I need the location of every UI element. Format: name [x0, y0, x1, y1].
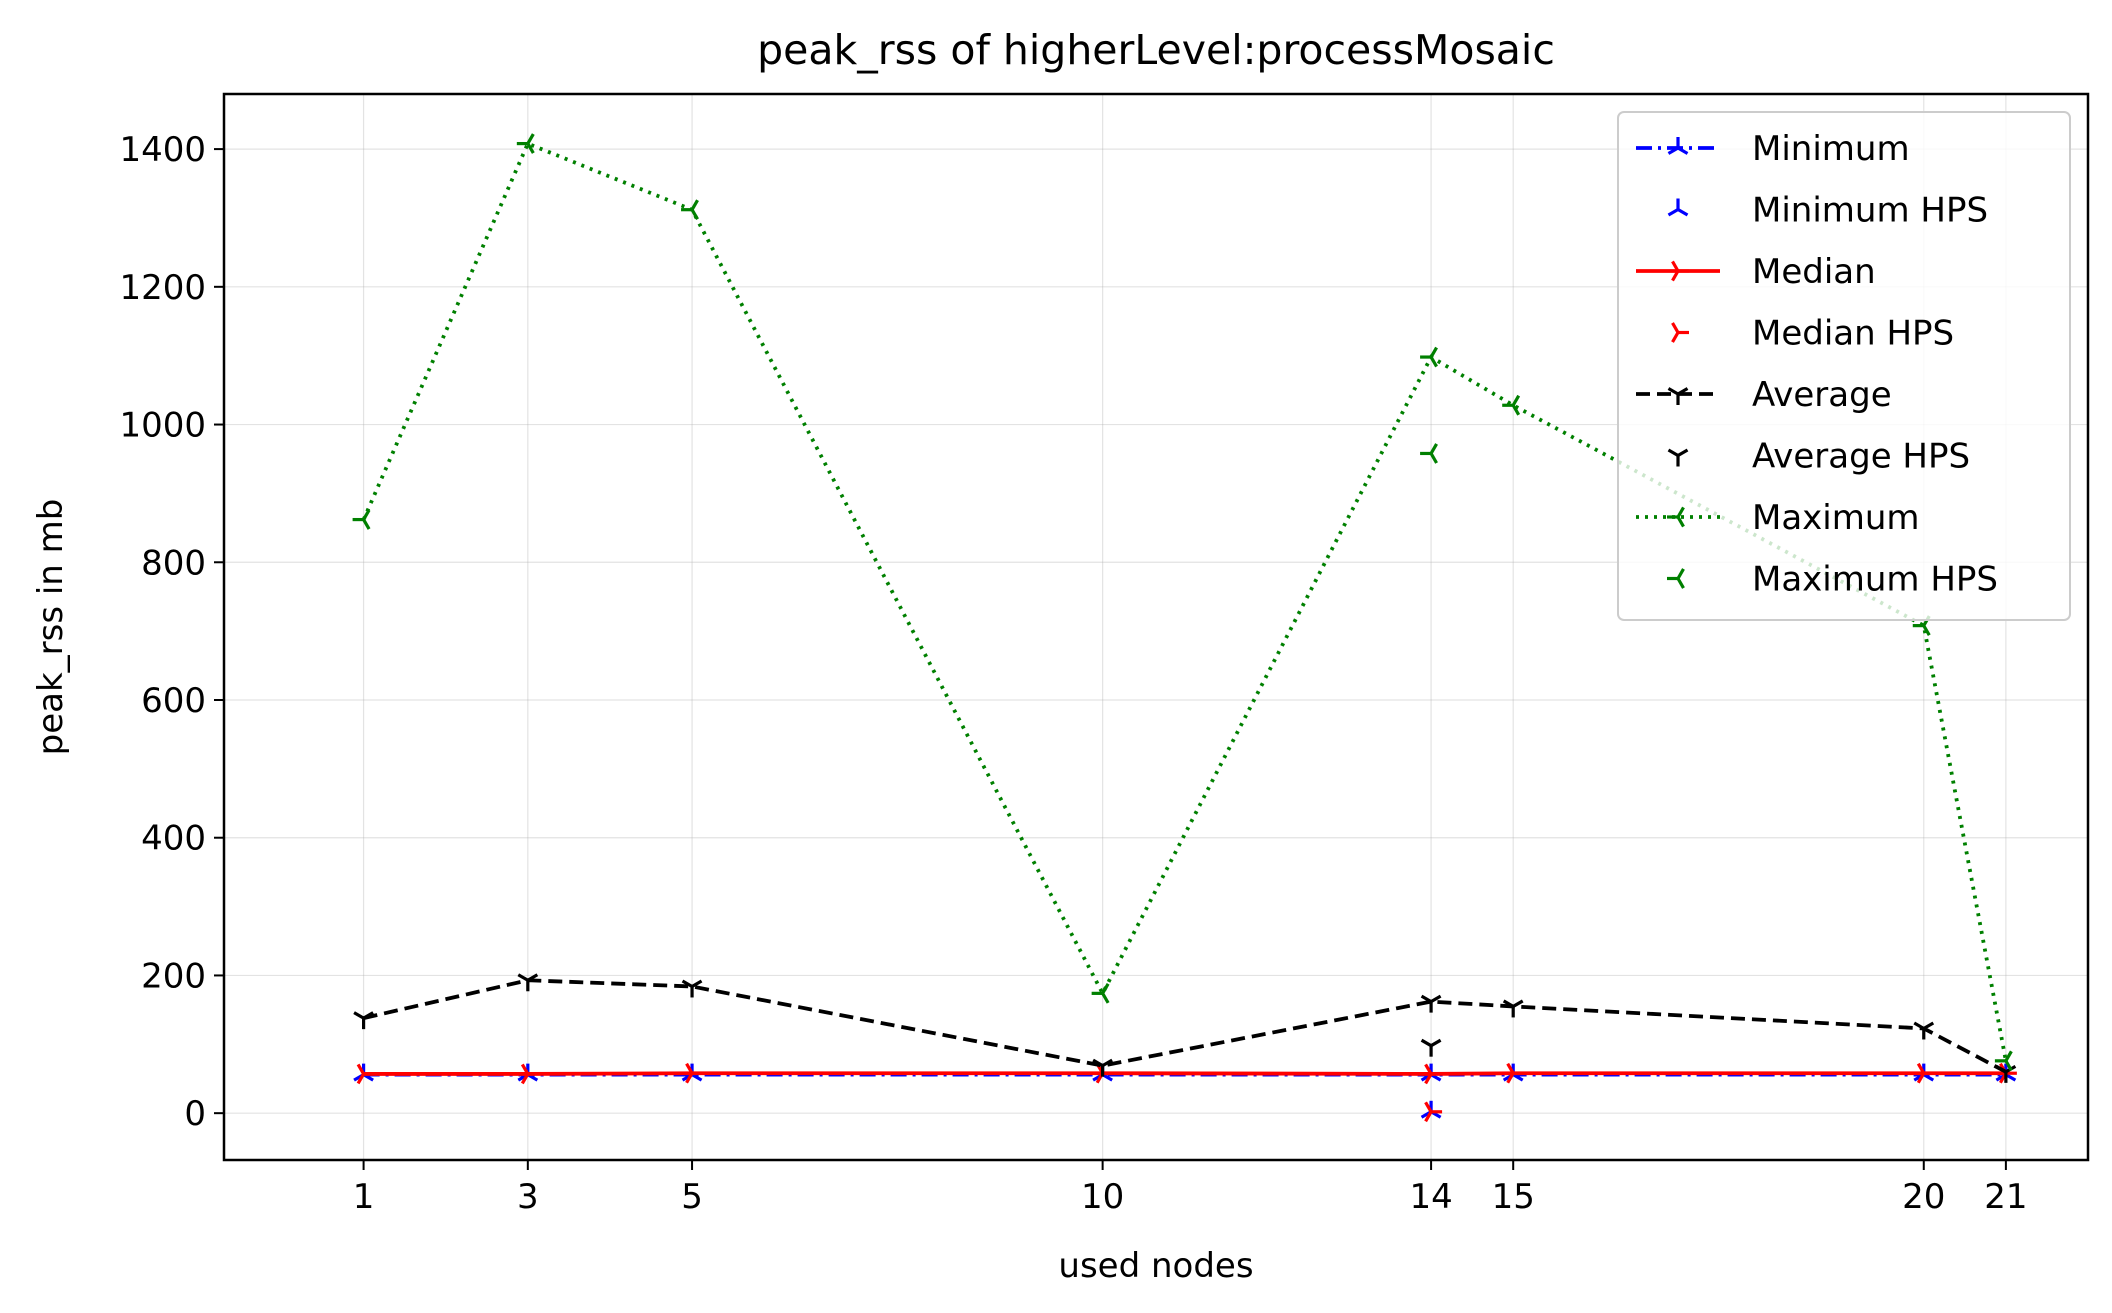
data-point-average [1092, 1058, 1113, 1077]
legend-marker-average [1667, 387, 1689, 405]
series-line-average [363, 978, 2007, 1074]
y-axis: 0 200 400 600 800 1000 1200 1400 [119, 130, 224, 1134]
data-point-median [356, 1063, 375, 1085]
legend-label-average-hps: Average HPS [1752, 437, 1970, 477]
legend-label-median: Median [1752, 252, 1876, 292]
legend-label-maximum-hps: Maximum HPS [1752, 560, 1998, 600]
series-maximum [352, 133, 2013, 1072]
legend-marker-median [1671, 260, 1689, 282]
legend-marker-minimum-hps [1667, 198, 1689, 217]
legend-label-average: Average [1752, 375, 1892, 415]
legend-item-maximum: Maximum [1636, 498, 1920, 538]
y-tick-label: 800 [141, 543, 206, 583]
data-point-maximum [1994, 1050, 2013, 1072]
y-tick-label: 400 [141, 819, 206, 859]
x-tick-label: 20 [1902, 1177, 1945, 1217]
legend-box [1617, 111, 2071, 621]
legend-item-minimum: Minimum [1636, 129, 1910, 169]
legend-item-median-hps: Median HPS [1671, 314, 1954, 354]
legend-label-median-hps: Median HPS [1752, 314, 1954, 354]
legend-marker-maximum-hps [1667, 568, 1685, 589]
data-point-maximum [516, 133, 535, 154]
x-tick-label: 1 [353, 1177, 375, 1217]
data-point-maximum [681, 199, 699, 221]
legend-marker-minimum [1667, 137, 1689, 155]
chart-title: peak_rss of higherLevel:processMosaic [757, 26, 1555, 74]
data-point-average [353, 1011, 374, 1030]
y-tick-label: 1000 [119, 406, 206, 446]
y-tick-label: 200 [141, 956, 206, 996]
legend-item-minimum-hps: Minimum HPS [1667, 191, 1988, 231]
x-tick-label: 21 [1984, 1177, 2027, 1217]
x-tick-label: 10 [1081, 1177, 1124, 1217]
data-point-maximum [1502, 394, 1521, 416]
data-point-average-hps [1420, 1038, 1442, 1057]
data-point-average [1420, 994, 1442, 1013]
legend-item-average: Average [1636, 375, 1892, 415]
legend-label-minimum: Minimum [1752, 129, 1910, 169]
series-maximum-hps [1420, 443, 1438, 464]
x-tick-label: 5 [681, 1177, 703, 1217]
y-tick-label: 600 [141, 681, 206, 721]
legend-item-maximum-hps: Maximum HPS [1667, 560, 1998, 600]
plot-frame [222, 92, 2090, 1162]
data-point-average [1913, 1021, 1935, 1040]
data-point-median [1916, 1062, 1935, 1084]
legend-item-average-hps: Average HPS [1667, 437, 1970, 477]
y-axis-title: peak_rss in mb [31, 499, 71, 756]
series-average [353, 973, 2017, 1083]
data-point-median [520, 1063, 539, 1085]
series-average-hps [1420, 1038, 1442, 1057]
legend: Minimum Minimum HPS Median Median HPS Averag… [1617, 111, 2071, 621]
series-layer [352, 133, 2017, 1123]
data-point-average [681, 979, 703, 998]
x-tick-label: 3 [517, 1177, 539, 1217]
legend-label-minimum-hps: Minimum HPS [1752, 191, 1988, 231]
data-point-median [1424, 1063, 1443, 1085]
x-tick-label: 14 [1409, 1177, 1452, 1217]
series-line-median [363, 1071, 2006, 1076]
data-point-maximum [352, 509, 371, 530]
legend-marker-median-hps [1671, 322, 1689, 343]
data-point-average [517, 973, 539, 992]
x-axis: 1 3 5 10 14 15 20 21 [353, 1160, 2028, 1217]
legend-item-median: Median [1636, 252, 1876, 292]
data-point-median [685, 1062, 704, 1084]
data-point-maximum-hps [1420, 443, 1438, 464]
x-tick-label: 15 [1492, 1177, 1535, 1217]
data-point-maximum [1091, 983, 1110, 1004]
data-point-median [1506, 1062, 1525, 1084]
legend-marker-maximum [1667, 506, 1685, 528]
legend-label-maximum: Maximum [1752, 498, 1920, 538]
y-tick-label: 0 [184, 1094, 206, 1134]
y-tick-label: 1200 [119, 268, 206, 308]
data-point-average [1502, 999, 1524, 1018]
x-axis-title: used nodes [1058, 1246, 1253, 1286]
series-median-hps [1424, 1101, 1443, 1123]
data-point-maximum [1420, 346, 1438, 368]
y-tick-label: 1400 [119, 130, 206, 170]
legend-marker-average-hps [1667, 448, 1689, 467]
data-point-median-hps [1424, 1101, 1443, 1123]
